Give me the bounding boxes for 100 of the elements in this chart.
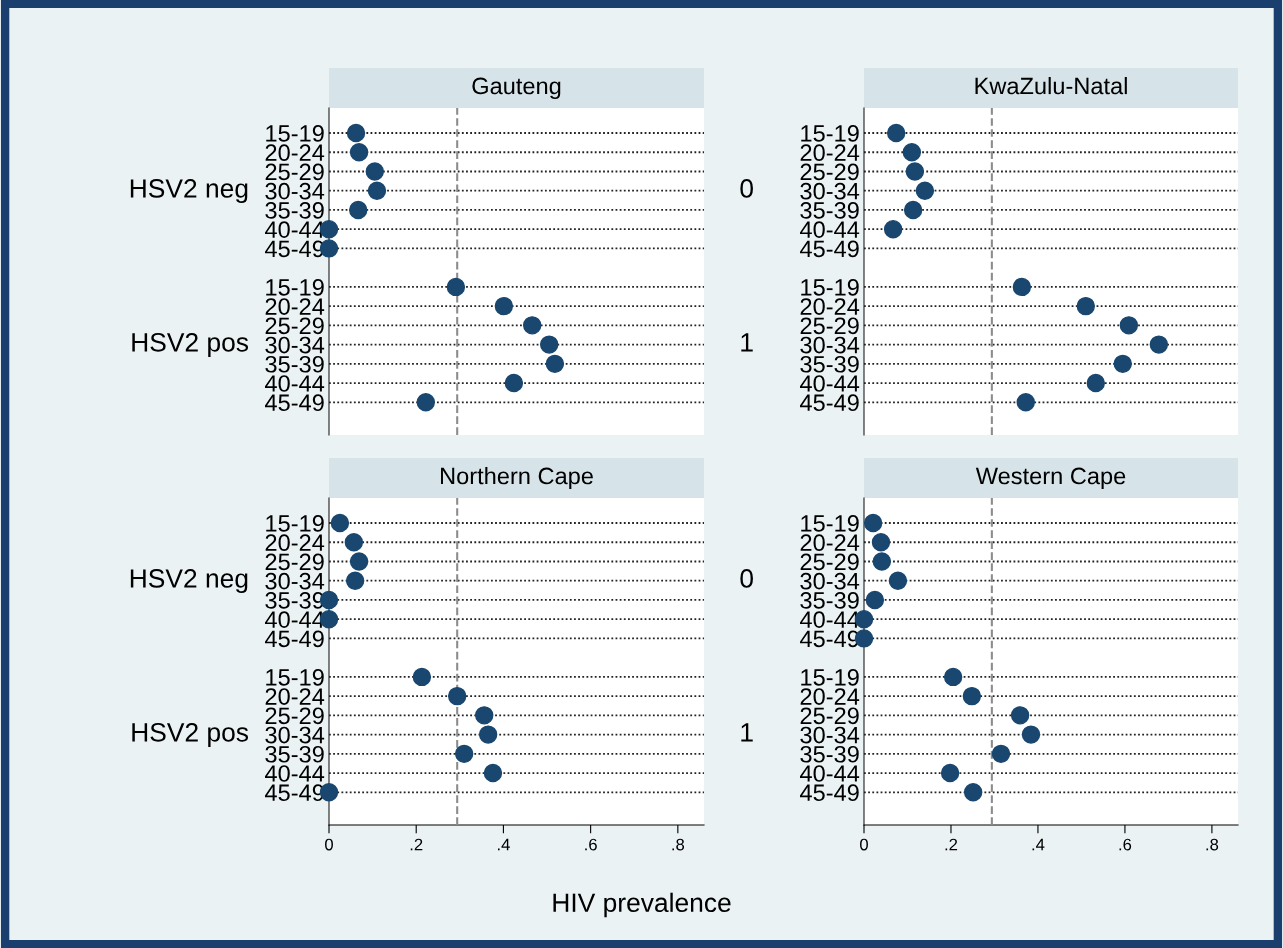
text: 0 [740, 569, 753, 588]
point [962, 686, 982, 706]
point [447, 686, 467, 706]
y-tick-label: 15-19 [266, 278, 324, 296]
y-tick-label: 20-24 [265, 144, 325, 162]
point [888, 571, 908, 590]
y-tick-label: 25-29 [265, 317, 324, 335]
y-tick-label: 15-19 [801, 515, 859, 532]
y-tick-label: 15-19 [801, 125, 859, 142]
x-tick-label: .8 [1206, 838, 1219, 851]
y-tick-label: 45-49 [799, 240, 859, 258]
point [478, 725, 498, 744]
y-tick-label: 25-29 [800, 553, 859, 571]
y-tick-label: 30-34 [800, 572, 860, 590]
text: HSV2 neg [130, 179, 248, 204]
text: HSV2 neg [130, 569, 248, 594]
y-tick-label: 40-44 [264, 765, 325, 782]
y-tick-label: 25-29 [265, 707, 324, 725]
chart-title: Gauteng [472, 77, 561, 100]
text: 0 [740, 179, 753, 198]
y-tick-label: 20-24 [800, 534, 860, 552]
point [943, 667, 963, 687]
x-tick-label: .2 [945, 838, 958, 851]
point [345, 571, 365, 590]
point [454, 744, 474, 764]
point [872, 552, 892, 571]
y-tick-label: 25-29 [265, 553, 324, 571]
point [1021, 725, 1041, 744]
point [871, 533, 891, 552]
y-tick-label: 45-49 [799, 784, 859, 802]
y-tick-label: 35-39 [800, 355, 859, 373]
y-tick-label: 15-19 [266, 668, 324, 686]
point [903, 200, 923, 220]
point [1012, 277, 1032, 297]
point [344, 533, 364, 552]
point [963, 783, 983, 802]
point [494, 296, 514, 316]
x-tick-label: .4 [1032, 838, 1045, 851]
y-tick-label: 25-29 [800, 317, 859, 335]
y-tick-label: 35-39 [265, 202, 324, 219]
point [902, 143, 922, 162]
y-tick-label: 15-19 [801, 668, 859, 686]
y-tick-label: 30-34 [800, 182, 860, 200]
point [446, 277, 466, 297]
y-tick-label: 25-29 [800, 163, 859, 181]
chart-title: Western Cape [975, 467, 1126, 489]
point [367, 181, 387, 200]
point [886, 123, 906, 143]
y-tick-label: 15-19 [266, 515, 324, 532]
y-tick-label: 45-49 [264, 394, 324, 412]
point [915, 181, 935, 200]
point [1113, 354, 1132, 374]
point [330, 513, 350, 533]
y-tick-label: 20-24 [265, 298, 325, 315]
y-tick-label: 20-24 [265, 534, 325, 552]
chart-title: Northern Cape [441, 466, 593, 489]
x-tick-label: 0 [860, 838, 868, 851]
x-tick-label: .8 [672, 838, 685, 851]
y-tick-label: 30-34 [265, 182, 325, 200]
x-tick-label: .6 [1119, 838, 1132, 851]
y-tick-label: 40-44 [799, 765, 860, 782]
x-axis-title: HIV prevalence [553, 892, 731, 918]
y-tick-label: 30-34 [800, 336, 860, 354]
point [1010, 706, 1030, 725]
text: HSV2 pos [132, 332, 249, 357]
point [991, 744, 1011, 764]
y-tick-label: 40-44 [799, 221, 860, 238]
y-tick-label: 30-34 [265, 726, 325, 744]
point [545, 354, 565, 374]
point [475, 706, 494, 725]
y-tick-label: 35-39 [265, 355, 324, 373]
point [349, 552, 369, 571]
point [1076, 296, 1095, 316]
y-tick-label: 30-34 [265, 572, 325, 590]
point [349, 200, 368, 220]
point [883, 219, 903, 239]
point [1149, 335, 1169, 354]
y-tick-label: 30-34 [800, 726, 860, 744]
x-tick-label: 0 [325, 838, 333, 851]
point [905, 162, 925, 181]
y-tick-label: 45-49 [799, 394, 859, 412]
point [1119, 316, 1139, 335]
point [940, 763, 960, 783]
y-tick-label: 25-29 [265, 163, 324, 181]
text: 1 [741, 723, 753, 742]
y-tick-label: 45-49 [264, 630, 324, 648]
point [863, 513, 883, 533]
y-tick-label: 30-34 [265, 336, 325, 354]
text: HSV2 pos [132, 722, 249, 747]
point [522, 316, 542, 335]
point [1016, 393, 1035, 412]
y-tick-label: 20-24 [800, 144, 860, 162]
x-tick-label: .4 [497, 838, 510, 851]
y-tick-label: 15-19 [801, 278, 859, 296]
y-tick-label: 40-44 [264, 375, 325, 392]
point [412, 667, 432, 687]
y-tick-label: 35-39 [265, 745, 324, 763]
point [865, 590, 885, 610]
point [504, 373, 524, 393]
point [1086, 373, 1105, 393]
